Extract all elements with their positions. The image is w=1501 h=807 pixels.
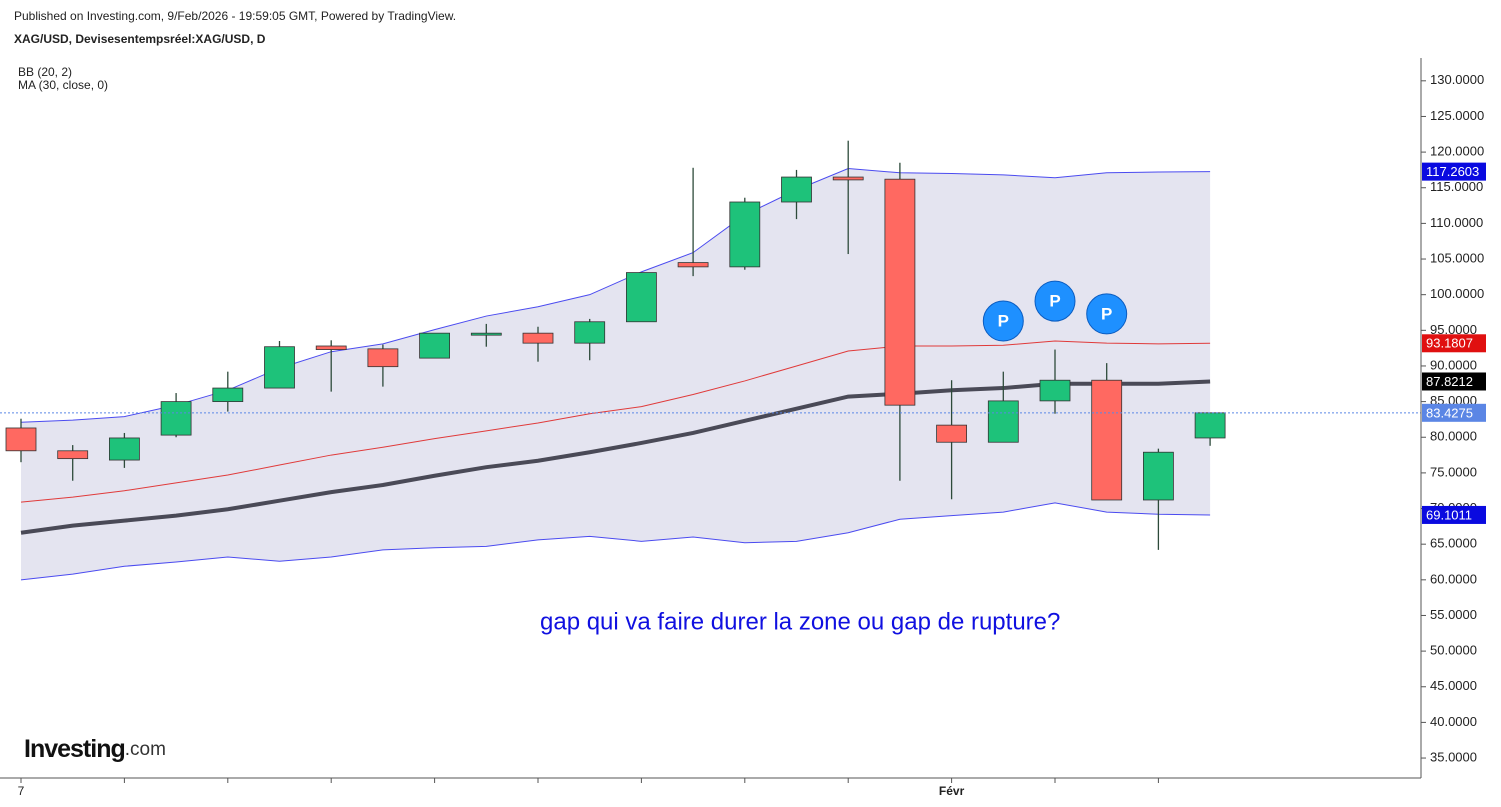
candle-body: [832, 176, 864, 181]
logo: Investing.com: [24, 735, 166, 763]
chart-title: XAG/USD, Devisesentempsréel:XAG/USD, D: [14, 32, 266, 46]
indicator-label: MA (30, close, 0): [18, 78, 108, 92]
annotation: gap qui va faire durer la zone ou gap de…: [540, 608, 1060, 635]
y-tick-label: 130.0000: [1430, 72, 1484, 87]
indicator-line: [20, 379, 1211, 535]
last-value-box: [1422, 162, 1486, 181]
candle-body: [1194, 412, 1226, 439]
last-value-box: [1422, 403, 1486, 422]
y-tick-label: 50.0000: [1430, 643, 1477, 658]
candle-body: [470, 332, 502, 336]
header: Published on Investing.com, 9/Feb/2026 -…: [14, 9, 456, 23]
x-tick-label: Févr: [939, 784, 965, 798]
logo-suffix: .com: [125, 739, 166, 760]
event-marker: [1086, 293, 1128, 335]
y-tick-label: 80.0000: [1430, 429, 1477, 444]
candle-body: [884, 178, 916, 406]
event-marker-label: P: [1101, 304, 1112, 323]
indicator-line: [20, 340, 1211, 503]
y-tick-label: 95.0000: [1430, 322, 1477, 337]
candle-body: [109, 437, 140, 461]
y-tick-label: 60.0000: [1430, 571, 1477, 586]
last-value-label: 87.8212: [1426, 374, 1473, 389]
logo-brand: Investing: [24, 735, 125, 763]
candle-body: [626, 272, 657, 323]
candle-body: [367, 348, 399, 368]
y-tick-label: 65.0000: [1430, 536, 1477, 551]
last-value-label: 69.1011: [1426, 507, 1472, 522]
candle-body: [574, 321, 606, 344]
last-value-box: [1422, 334, 1486, 353]
candle-body: [677, 262, 709, 268]
candle-body: [1091, 379, 1123, 501]
candle-body: [729, 201, 761, 268]
y-tick-label: 90.0000: [1430, 357, 1477, 372]
y-tick-label: 45.0000: [1430, 678, 1477, 693]
plot-area: [0, 140, 1421, 581]
indicator-line: [20, 502, 1211, 581]
candle-body: [781, 176, 812, 203]
candle-body: [1143, 451, 1174, 501]
candle-body: [522, 332, 554, 344]
event-marker-label: P: [998, 312, 1009, 331]
candle-body: [419, 332, 451, 359]
last-value-label: 93.1807: [1426, 336, 1473, 351]
candle-body: [5, 427, 37, 452]
band-fill: [21, 168, 1211, 580]
y-tick-label: 125.0000: [1430, 108, 1484, 123]
candle-body: [936, 424, 967, 443]
last-value-box: [1422, 372, 1486, 391]
x-tick-label: 7: [18, 784, 25, 798]
y-tick-label: 110.0000: [1430, 215, 1483, 230]
candle-body: [987, 400, 1019, 443]
last-value-label: 117.2603: [1426, 164, 1479, 179]
indicator-label: BB (20, 2): [18, 65, 72, 79]
y-tick-label: 35.0000: [1430, 749, 1477, 764]
y-tick-label: 75.0000: [1430, 464, 1477, 479]
y-tick-label: 115.0000: [1430, 179, 1483, 194]
event-marker: [982, 300, 1024, 342]
y-tick-label: 120.0000: [1430, 144, 1484, 159]
last-value-box: [1422, 505, 1486, 524]
candle-body: [264, 346, 295, 389]
y-tick-label: 40.0000: [1430, 714, 1477, 729]
candle-body: [212, 387, 244, 403]
event-marker: [1034, 280, 1076, 322]
y-tick-label: 100.0000: [1430, 286, 1484, 301]
candle-body: [57, 450, 89, 460]
event-marker-label: P: [1049, 292, 1060, 311]
candle-body: [315, 345, 347, 350]
last-value-label: 83.4275: [1426, 405, 1473, 420]
candle-body: [160, 401, 192, 436]
y-tick-label: 55.0000: [1430, 607, 1477, 622]
candle-body: [1039, 379, 1071, 402]
y-tick-label: 105.0000: [1430, 250, 1484, 265]
